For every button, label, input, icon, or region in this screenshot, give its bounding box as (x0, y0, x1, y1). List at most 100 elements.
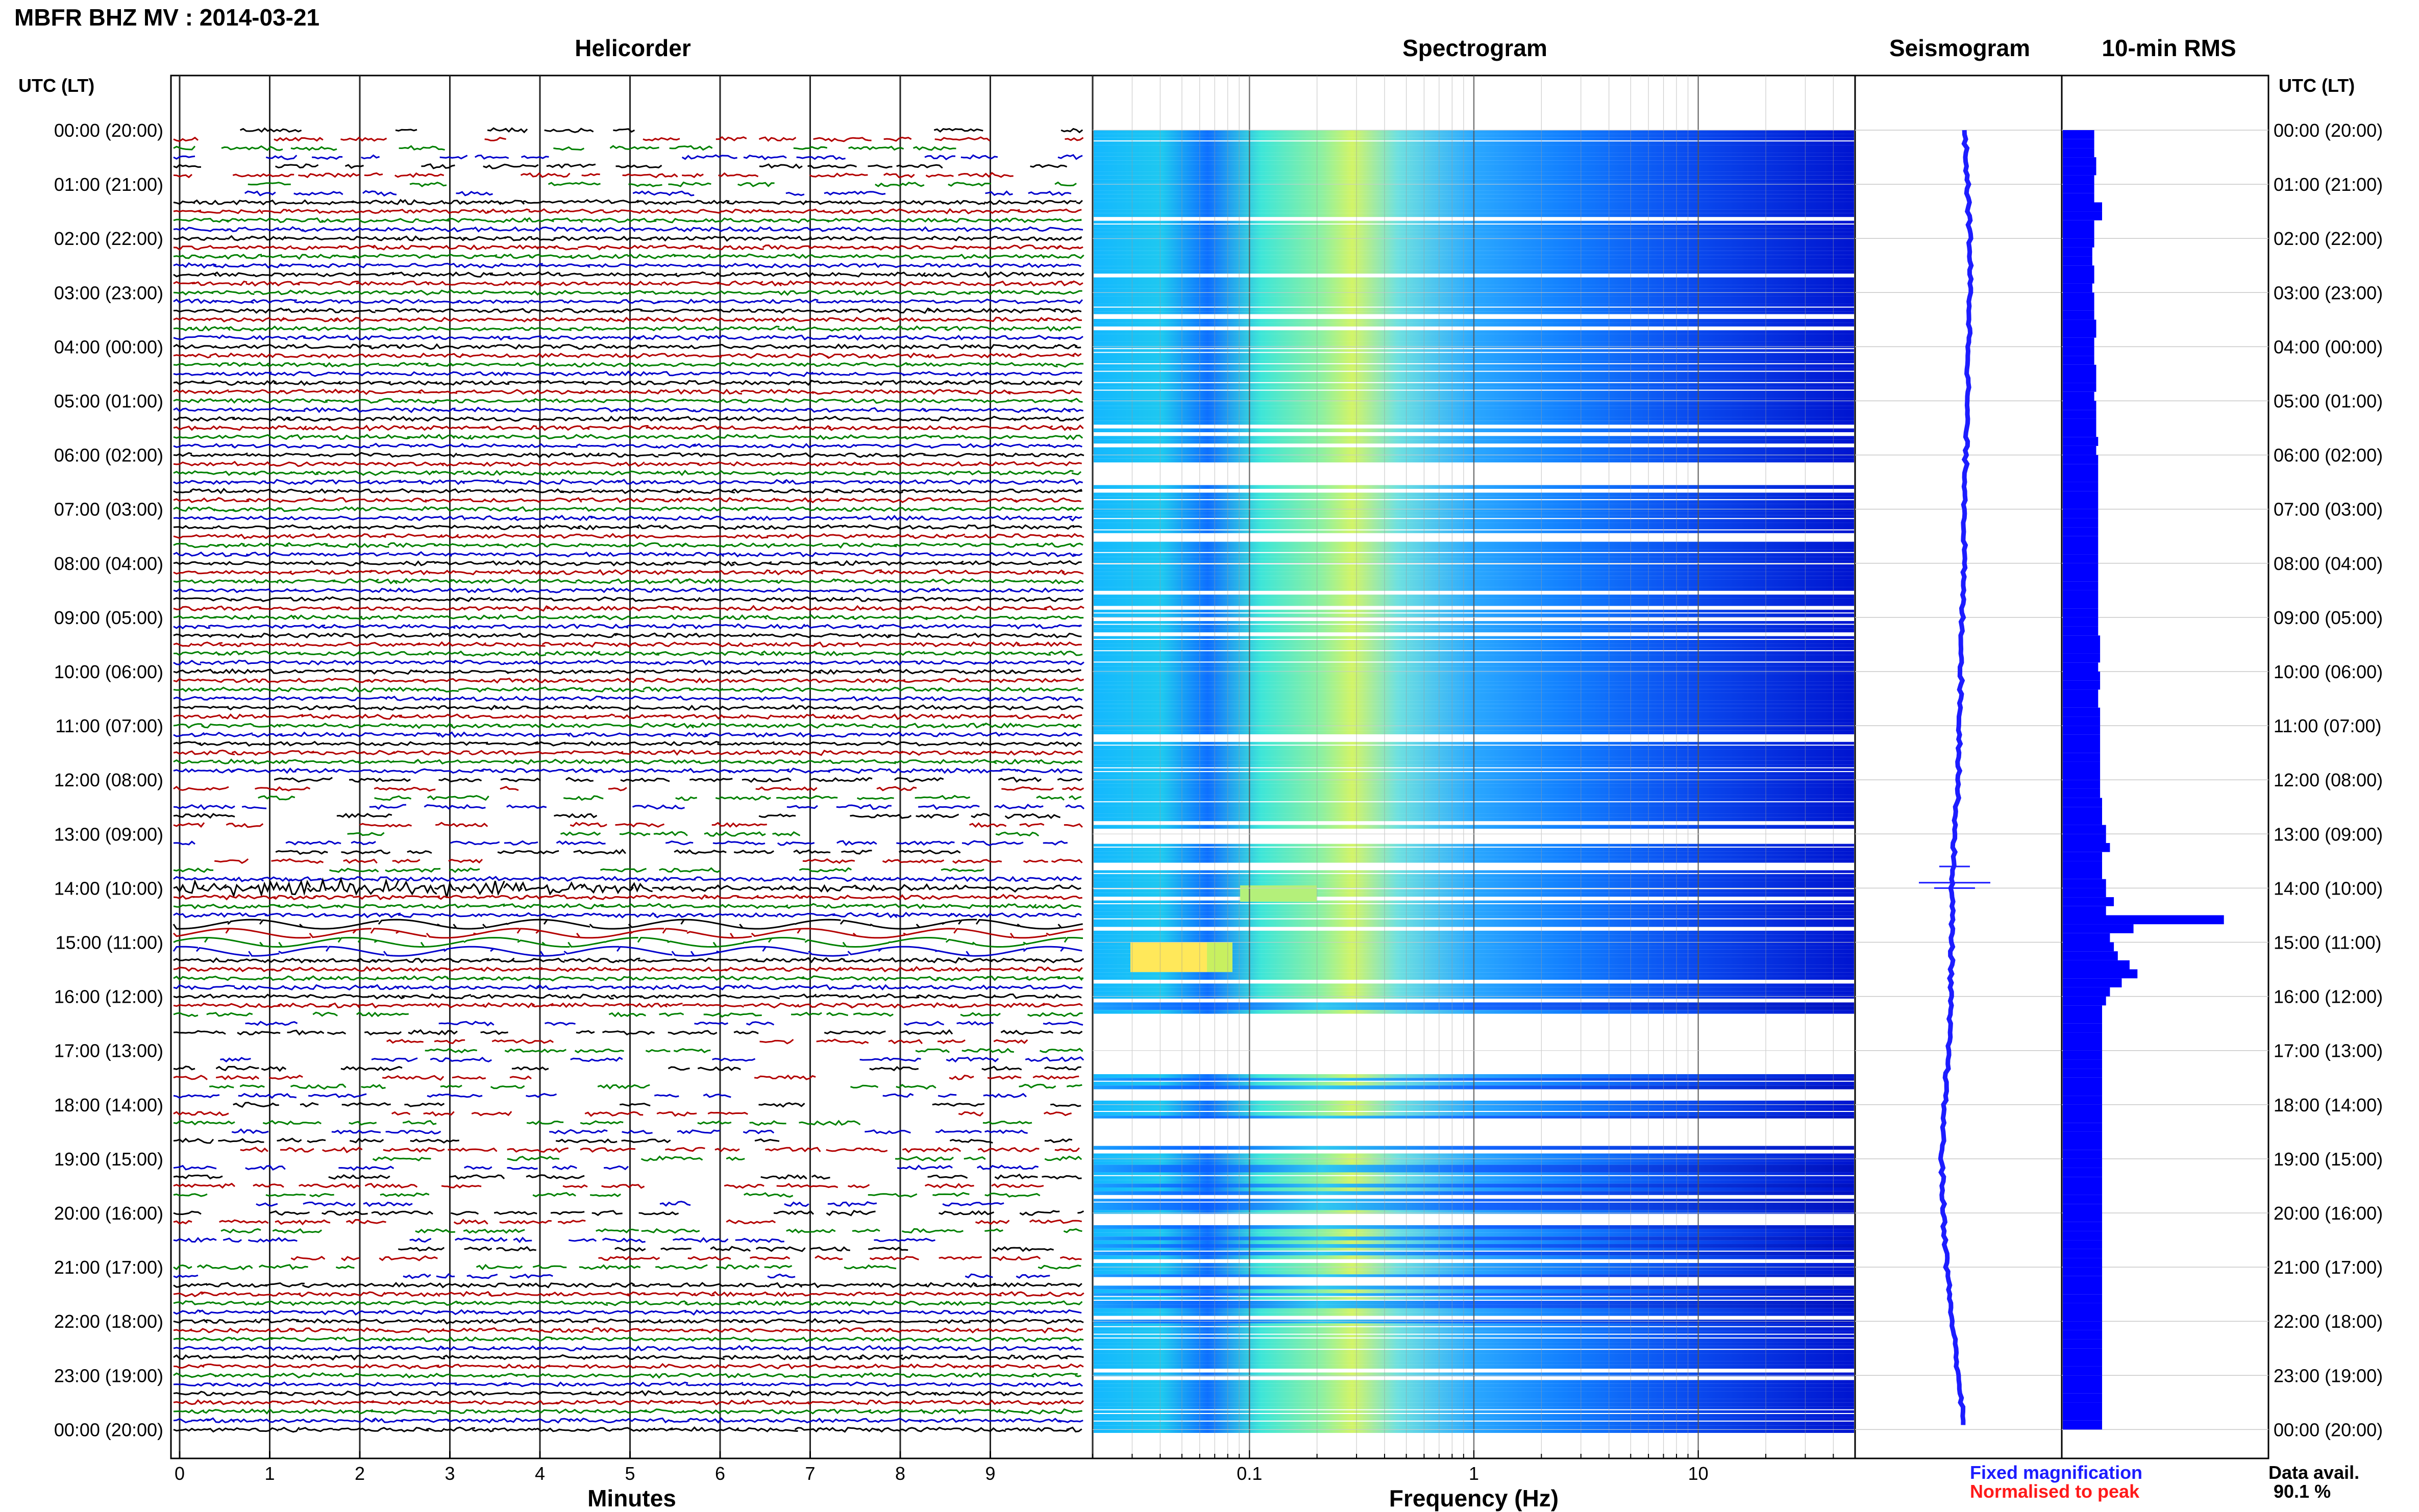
helicorder-trace (173, 578, 1084, 585)
helicorder-trace (173, 605, 1084, 612)
rms-bar (2063, 274, 2094, 284)
helicorder-tick-label: 2 (355, 1463, 365, 1484)
helicorder-frame (170, 75, 1094, 1459)
helicorder-trace (173, 506, 1084, 512)
helicorder-trace (173, 1273, 1050, 1279)
right-hour-labels: 00:00 (20:00) 01:00 (21:00) 02:00 (22:00) 0… (2274, 120, 2383, 1440)
helicorder-trace (173, 361, 1084, 368)
helicorder-trace (248, 181, 1077, 187)
helicorder-trace (290, 1255, 1082, 1261)
helicorder-trace (173, 1417, 1083, 1424)
rms-bar (2063, 906, 2106, 915)
rms-bar (2063, 1123, 2102, 1132)
rms-bar (2063, 1005, 2102, 1014)
helicorder-trace (173, 614, 1084, 621)
rms-bar (2063, 337, 2094, 347)
helicorder-trace (244, 190, 1072, 197)
rms-bar (2063, 536, 2099, 546)
rms-bar (2063, 175, 2094, 185)
rms-bar (2063, 753, 2101, 762)
rms-bar (2063, 500, 2099, 509)
rms-bar (2063, 247, 2092, 257)
helicorder-trace (245, 1021, 1083, 1027)
helicorder-trace (173, 1111, 1072, 1117)
rms-bar (2063, 302, 2094, 311)
right-hour-label: 21:00 (17:00) (2274, 1257, 2383, 1278)
rms-bar (2063, 590, 2099, 600)
helicorder-trace (173, 1354, 1084, 1361)
left-hour-label: 11:00 (07:00) (56, 715, 163, 736)
helicorder-trace (173, 623, 1082, 630)
rms-bar (2063, 1420, 2102, 1430)
rms-bar (2063, 1141, 2102, 1150)
helicorder-trace (173, 677, 1084, 684)
right-hour-label: 14:00 (10:00) (2274, 878, 2383, 899)
helicorder-trace (173, 1236, 935, 1244)
helicorder-trace (173, 903, 1081, 910)
rms-bar (2063, 1150, 2102, 1159)
rms-bar (2063, 653, 2101, 663)
helicorder-trace (220, 1056, 1084, 1063)
helicorder-trace (173, 1263, 1081, 1271)
helicorder-trace (173, 1372, 1081, 1379)
left-hour-label: 05:00 (01:00) (54, 391, 163, 412)
helicorder-trace (173, 641, 1082, 648)
rms-bar (2063, 879, 2106, 888)
rms-bar (2063, 915, 2224, 925)
helicorder-trace (173, 1002, 1083, 1009)
rms-bar (2063, 1077, 2102, 1087)
rms-bar (2063, 1042, 2102, 1051)
rms-bar (2063, 211, 2102, 220)
left-hour-label: 20:00 (16:00) (54, 1203, 163, 1224)
rms-bar (2063, 761, 2101, 771)
helicorder-trace (173, 171, 1014, 179)
helicorder-trace (173, 542, 1083, 549)
helicorder-trace (214, 858, 1083, 864)
helicorder-trace (173, 686, 1084, 693)
helicorder-trace (173, 1336, 1084, 1343)
helicorder-trace (173, 452, 1084, 458)
rms-bar (2063, 157, 2096, 166)
rms-bar (2063, 1258, 2102, 1268)
helicorder-trace (256, 1201, 1004, 1207)
rms-bar (2063, 265, 2094, 275)
helicorder-trace (173, 668, 1081, 675)
helicorder-trace (172, 919, 1083, 930)
helicorder-trace (173, 695, 1082, 702)
helicorder-trace (173, 1192, 1041, 1198)
helicorder-trace (173, 822, 1083, 828)
rms-bar (2063, 1339, 2102, 1349)
rms-bar (2063, 1330, 2102, 1340)
helicorder-tick-label: 4 (535, 1463, 545, 1484)
helicorder-tick-label: 3 (445, 1463, 455, 1484)
rms-bar (2063, 148, 2094, 158)
helicorder-trace (173, 1011, 1083, 1018)
helicorder-trace (173, 524, 1082, 531)
rms-bar (2063, 1104, 2102, 1114)
helicorder-trace (173, 876, 1081, 898)
helicorder-trace (220, 1228, 1082, 1234)
helicorder-trace (173, 334, 1083, 341)
rms-bar (2063, 1375, 2102, 1384)
rms-bar (2063, 1267, 2102, 1276)
rms-bar (2063, 518, 2099, 528)
rms-bar (2063, 455, 2099, 464)
left-hour-label: 00:00 (20:00) (54, 120, 163, 141)
right-hour-label: 06:00 (02:00) (2274, 445, 2383, 466)
helicorder-trace (173, 145, 956, 152)
rms-panel (2061, 75, 2269, 1459)
rms-bar (2063, 788, 2101, 798)
rms-bar (2063, 951, 2118, 960)
helicorder-trace (209, 1083, 1082, 1090)
rms-bar (2063, 1393, 2102, 1403)
rms-bar (2063, 193, 2094, 203)
rms-bar (2063, 184, 2094, 193)
rms-bar (2063, 563, 2099, 573)
rms-bar (2063, 1168, 2102, 1177)
rms-bar (2063, 1303, 2102, 1312)
rms-bar (2063, 356, 2094, 365)
right-axis-header: UTC (LT) (2279, 75, 2355, 96)
rms-bar (2063, 581, 2099, 590)
helicorder-trace (173, 596, 1083, 603)
right-hour-label: 08:00 (04:00) (2274, 553, 2383, 574)
